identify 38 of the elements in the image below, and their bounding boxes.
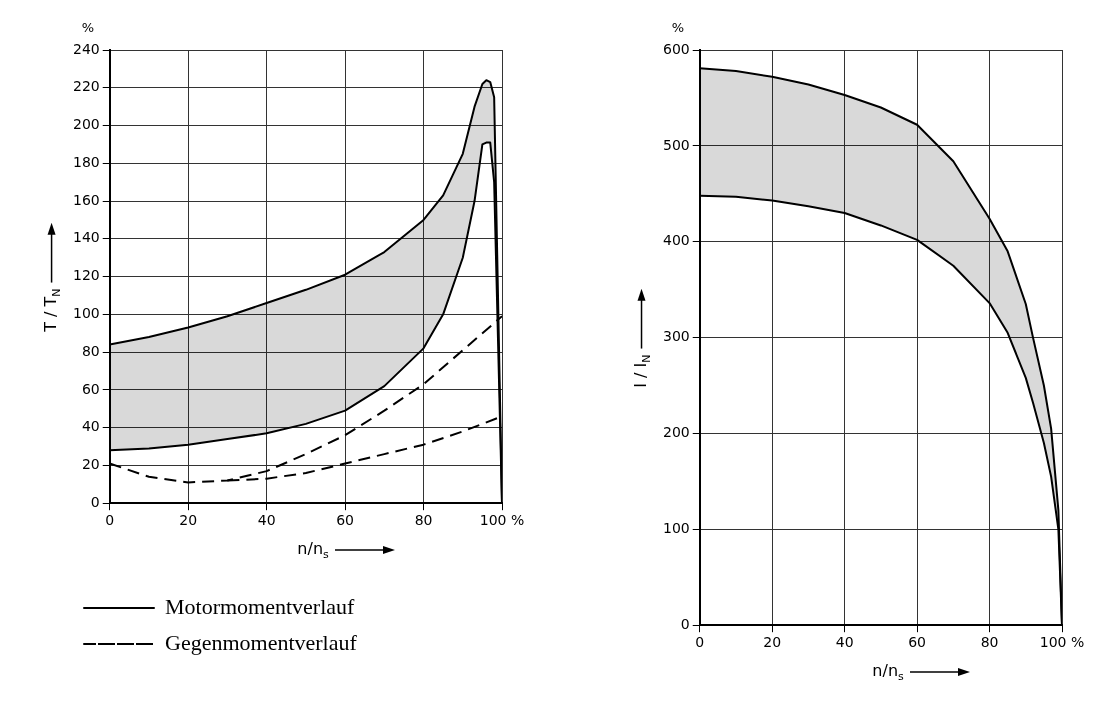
y-tick-label: 20 (81, 456, 100, 473)
y-tick-label: 0 (680, 615, 690, 632)
legend-label: Motormomentverlauf (165, 593, 356, 619)
y-tick-label: 60 (81, 380, 100, 397)
x-tick-label: 100 % (1039, 634, 1085, 651)
x-tick-label: 20 (179, 512, 198, 529)
x-tick-label: 80 (980, 634, 999, 651)
y-tick-label: 0 (90, 493, 100, 510)
y-tick-label: 220 (72, 78, 100, 95)
legend-label: Gegenmomentverlauf (165, 629, 358, 655)
x-tick-label: 40 (835, 634, 854, 651)
x-tick-label: 0 (105, 512, 115, 529)
y-tick-label: 300 (662, 328, 690, 345)
y-tick-label: 200 (72, 116, 100, 133)
x-tick-label: 60 (336, 512, 354, 529)
x-tick-label: 60 (908, 634, 926, 651)
y-tick-label: 240 (72, 40, 100, 57)
x-tick-label: 80 (414, 512, 433, 529)
y-tick-label: 200 (662, 424, 690, 441)
x-tick-label: 40 (257, 512, 276, 529)
x-axis-title: n/n$_{s}$ (872, 661, 904, 684)
y-tick-label: 600 (662, 40, 690, 57)
y-tick-label: 100 (662, 519, 690, 536)
y-tick-label: 120 (72, 267, 100, 284)
x-tick-label: 100 % (479, 512, 525, 529)
y-tick-label: 140 (72, 229, 100, 246)
x-tick-label: 20 (763, 634, 782, 651)
y-tick-label: 80 (81, 342, 100, 359)
x-tick-label: 0 (695, 634, 705, 651)
y-tick-label: 400 (662, 232, 690, 249)
y-tick-label: 40 (81, 418, 100, 435)
text: % (81, 20, 95, 35)
y-tick-label: 100 (72, 305, 100, 322)
y-tick-label: 160 (72, 191, 100, 208)
y-tick-label: 180 (72, 153, 100, 170)
x-axis-title: n/n$_{s}$ (297, 539, 329, 562)
text: % (671, 20, 685, 35)
y-tick-label: 500 (662, 136, 690, 153)
